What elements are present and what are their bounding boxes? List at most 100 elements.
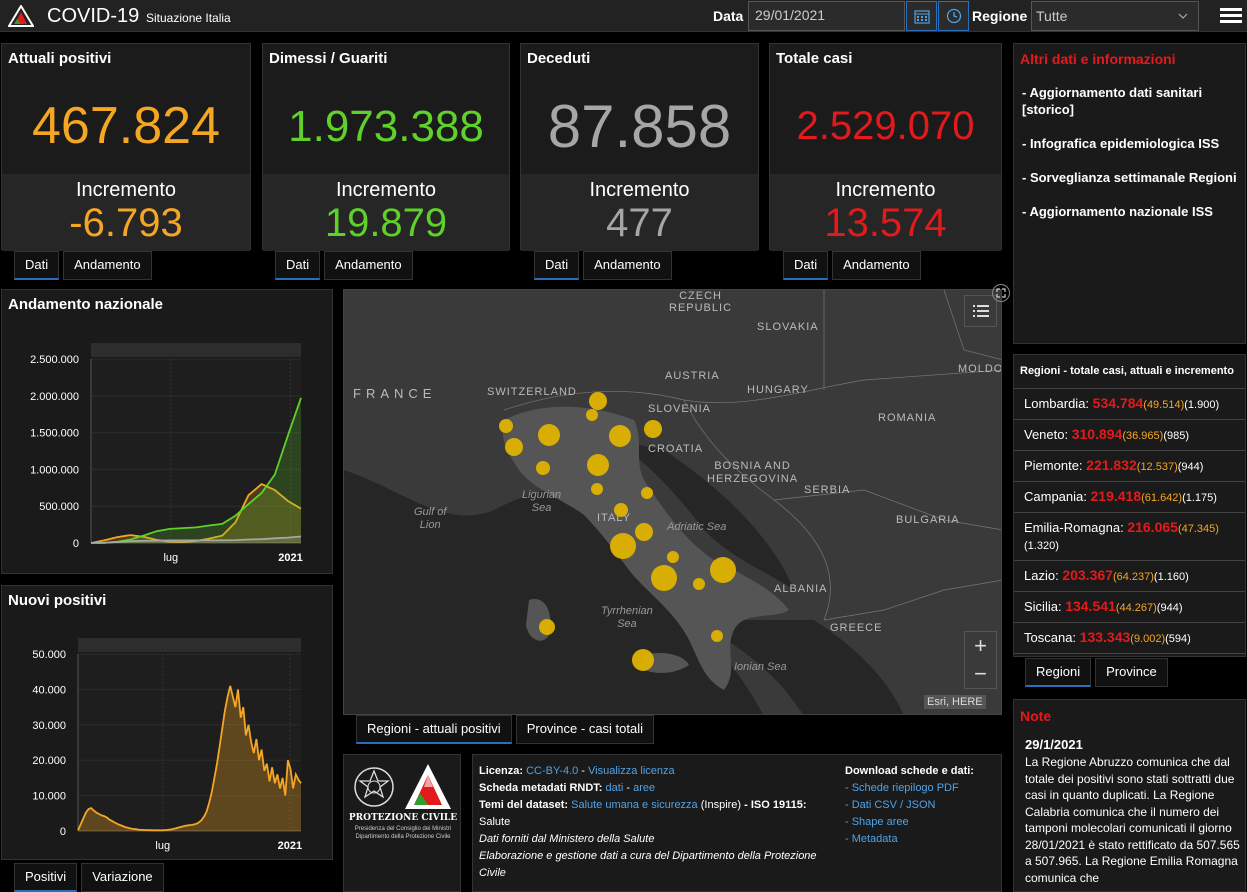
tab-andamento[interactable]: Andamento <box>583 251 672 280</box>
tab-andamento[interactable]: Andamento <box>832 251 921 280</box>
x-tick-label: lug <box>163 552 178 564</box>
logo-text-subtitle-1: Presidenza del Consiglio dei Ministri <box>354 826 452 832</box>
nuovi-positivi-panel: Nuovi positivi 50.000 40.000 30.000 20.000 1… <box>1 585 333 860</box>
tab-regioni[interactable]: Regioni <box>1025 658 1092 687</box>
view-license-link[interactable]: Visualizza licenza <box>588 765 675 777</box>
map-label-ionian-sea: Ionian Sea <box>734 661 787 673</box>
kpi-card-attuali-positivi: Attuali positivi 467.824 Incremento -6.7… <box>1 43 251 251</box>
y-tick-label: 10.000 <box>32 791 66 803</box>
list-icon <box>972 305 989 317</box>
info-link[interactable]: - Infografica epidemiologica ISS <box>1022 136 1220 151</box>
time-button[interactable] <box>938 1 969 31</box>
tab-dati[interactable]: Dati <box>783 251 829 280</box>
map-label-ligurian-sea: Ligurian Sea <box>522 489 562 514</box>
map-layer-list-button[interactable] <box>964 295 997 327</box>
info-link[interactable]: - Aggiornamento nazionale ISS <box>1022 204 1213 219</box>
chart-header-band <box>91 343 301 357</box>
tab-dati[interactable]: Dati <box>275 251 321 280</box>
map-label-czech: CZECH REPUBLIC <box>669 290 733 314</box>
map-bubble <box>710 557 736 583</box>
kpi-card-dimessi-guariti: Dimessi / Guariti 1.973.388 Incremento 1… <box>262 43 510 251</box>
y-tick-label: 40.000 <box>32 684 66 696</box>
region-row[interactable]: Lombardia: 534.784(49.514)(1.900) <box>1014 388 1245 419</box>
plot-area <box>91 359 301 543</box>
map-label-tyrrhenian-sea: Tyrrhenian Sea <box>601 605 653 630</box>
y-tick-label: 50.000 <box>32 649 66 661</box>
region-row[interactable]: Sicilia: 134.541(44.267)(944) <box>1014 591 1245 622</box>
app-header: COVID-19 Situazione Italia Data 29/01/20… <box>0 0 1247 32</box>
tab-province-casi-totali[interactable]: Province - casi totali <box>515 715 655 744</box>
region-current: (12.537) <box>1136 461 1178 473</box>
map-label-bulgaria: BULGARIA <box>896 514 960 526</box>
fullscreen-icon[interactable] <box>992 284 1010 302</box>
region-name: Piemonte: <box>1024 458 1083 473</box>
tab-province[interactable]: Province <box>1095 658 1168 687</box>
region-select[interactable]: Tutte <box>1031 1 1199 31</box>
license-label: Licenza: <box>479 765 524 777</box>
region-row[interactable]: Toscana: 133.343(9.002)(594) <box>1014 622 1245 653</box>
region-row[interactable]: Campania: 219.418(61.642)(1.175) <box>1014 481 1245 512</box>
metadata-aree-link[interactable]: aree <box>633 782 656 794</box>
map-label-bosnia: BOSNIA AND HERZEGOVINA <box>707 460 799 485</box>
tab-dati[interactable]: Dati <box>534 251 580 280</box>
hamburger-menu-icon[interactable] <box>1220 5 1242 27</box>
tab-andamento[interactable]: Andamento <box>63 251 152 280</box>
map-label-gulf-of-lion: Gulf of Lion <box>414 506 447 531</box>
region-row[interactable]: Veneto: 310.894(36.965)(985) <box>1014 419 1245 450</box>
tab-variazione[interactable]: Variazione <box>81 863 164 892</box>
license-link[interactable]: CC-BY-4.0 <box>526 765 579 777</box>
zoom-controls: + − <box>964 631 997 689</box>
map-bubble <box>635 523 653 541</box>
metadata-dati-link[interactable]: dati <box>605 782 624 794</box>
region-total: 133.343 <box>1079 629 1131 645</box>
info-link[interactable]: - Sorveglianza settimanale Regioni <box>1022 170 1237 185</box>
andamento-nazionale-chart[interactable]: 2.500.000 2.000.000 1.500.000 1.000.000 500.… <box>2 290 334 575</box>
themes-link[interactable]: Salute umana e sicurezza <box>571 799 698 811</box>
x-tick-label: lug <box>155 840 170 852</box>
download-link-shape[interactable]: - Shape aree <box>845 816 909 828</box>
tab-positivi[interactable]: Positivi <box>14 863 78 892</box>
italy-map[interactable]: CZECH REPUBLIC SLOVAKIA FRANCE SWITZERLA… <box>343 289 1002 715</box>
series-area <box>91 397 301 543</box>
app-subtitle: Situazione Italia <box>146 11 231 25</box>
calendar-button[interactable] <box>906 1 937 31</box>
series-line <box>90 535 302 544</box>
zoom-out-icon[interactable]: − <box>974 661 987 686</box>
map-label-slovakia: SLOVAKIA <box>757 321 819 333</box>
info-link[interactable]: - Aggiornamento dati sanitari [storico] <box>1022 85 1203 117</box>
region-row[interactable]: Lazio: 203.367(64.237)(1.160) <box>1014 560 1245 591</box>
region-row[interactable]: Puglia: 123.067(53.257)(1.043) <box>1014 653 1245 656</box>
kpi-increment-value: 13.574 <box>824 201 947 245</box>
tab-dati[interactable]: Dati <box>14 251 60 280</box>
date-input[interactable]: 29/01/2021 <box>748 1 905 31</box>
download-link-csv-json[interactable]: - Dati CSV / JSON <box>845 799 936 811</box>
metadata-panel: Licenza: CC-BY-4.0 - Visualizza licenza … <box>472 754 1002 892</box>
kpi-increment-label: Incremento <box>75 179 177 201</box>
region-current: (49.514) <box>1143 399 1185 411</box>
region-current: (36.965) <box>1122 430 1164 442</box>
region-current: (47.345) <box>1177 523 1219 535</box>
region-row[interactable]: Piemonte: 221.832(12.537)(944) <box>1014 450 1245 481</box>
nuovi-positivi-chart[interactable]: 50.000 40.000 30.000 20.000 10.000 0 lug 2021 <box>2 586 334 861</box>
chevron-down-icon <box>1178 13 1188 19</box>
license-separator: - <box>578 765 589 777</box>
download-link-pdf[interactable]: - Schede riepilogo PDF <box>845 782 959 794</box>
kpi-increment-value: 19.879 <box>324 201 448 245</box>
region-total: 534.784 <box>1092 395 1144 411</box>
region-increment: (985) <box>1163 430 1190 442</box>
zoom-in-icon[interactable]: + <box>974 633 987 658</box>
tab-regioni-attuali-positivi[interactable]: Regioni - attuali positivi <box>356 715 512 744</box>
region-increment: (1.900) <box>1184 399 1220 411</box>
download-link-metadata[interactable]: - Metadata <box>845 833 898 845</box>
tab-andamento[interactable]: Andamento <box>324 251 413 280</box>
y-tick-label: 0 <box>73 538 79 550</box>
regions-title: Regioni - totale casi, attuali e increme… <box>1020 365 1234 377</box>
map-attribution: Esri, HERE <box>924 695 986 709</box>
region-row[interactable]: Emilia-Romagna: 216.065(47.345) (1.320) <box>1014 512 1245 560</box>
date-label: Data <box>713 8 744 24</box>
regions-list[interactable]: Lombardia: 534.784(49.514)(1.900) Veneto:… <box>1014 388 1245 656</box>
logos-panel: PROTEZIONE CIVILE Presidenza del Consigl… <box>343 754 461 892</box>
map-label-austria: AUSTRIA <box>665 370 720 382</box>
calendar-icon <box>913 9 930 24</box>
x-tick-label: 2021 <box>278 840 302 852</box>
